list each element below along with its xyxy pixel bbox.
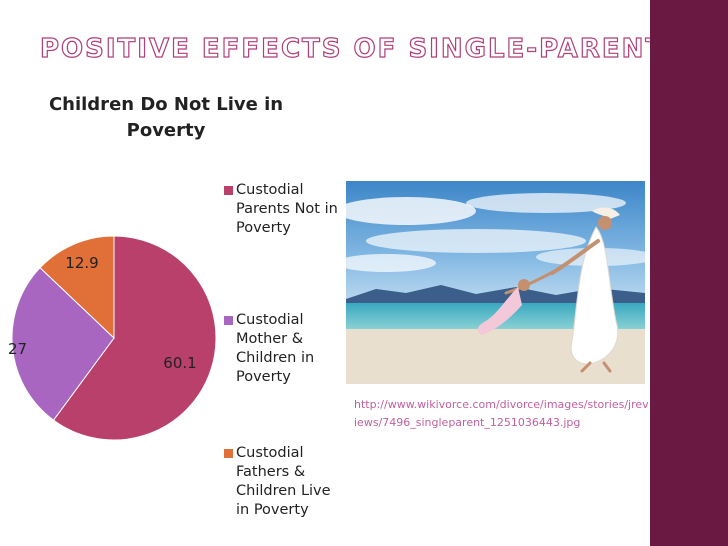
legend-swatch <box>224 186 233 195</box>
legend-item-fathers-children-in-poverty: Custodial Fathers & Children Live in Pov… <box>224 444 340 520</box>
slide-title: Positive Effects of Single-Parenting <box>39 33 724 64</box>
pie-slice <box>11 267 115 421</box>
pie-slice-label: 27 <box>8 340 27 358</box>
decorative-side-bar <box>650 0 728 546</box>
legend-swatch <box>224 449 233 458</box>
legend-label: Custodial Mother & Children in Poverty <box>236 312 315 385</box>
pie-slice <box>52 235 217 441</box>
legend-item-mother-children-in-poverty: Custodial Mother & Children in Poverty <box>224 311 340 387</box>
beach-photo <box>346 181 645 384</box>
chart-title: Children Do Not Live in Poverty <box>48 94 284 141</box>
pie-slice <box>39 235 115 340</box>
legend-item-parents-not-in-poverty: Custodial Parents Not in Poverty <box>224 181 340 238</box>
pie-slice-label: 60.1 <box>163 354 196 372</box>
pie-slice-label: 12.9 <box>65 254 98 272</box>
legend-label: Custodial Parents Not in Poverty <box>236 182 338 236</box>
legend-swatch <box>224 316 233 325</box>
image-source-url[interactable]: http://www.wikivorce.com/divorce/images/… <box>354 398 649 429</box>
pie-chart: 60.1 27 12.9 <box>8 235 217 441</box>
legend-label: Custodial Fathers & Children Live in Pov… <box>236 445 331 518</box>
